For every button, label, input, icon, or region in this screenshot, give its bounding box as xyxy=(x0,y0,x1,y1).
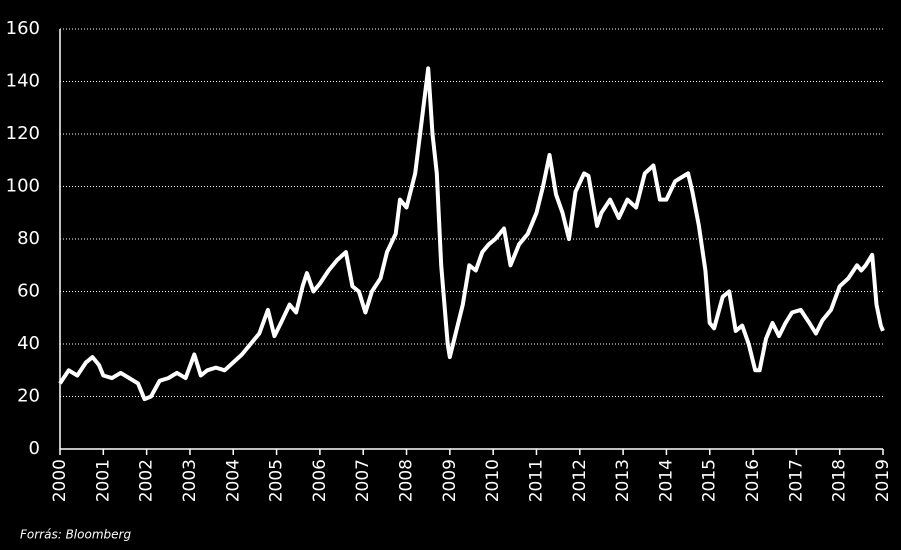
y-tick-label: 20 xyxy=(17,386,40,407)
x-tick-label: 2007 xyxy=(353,459,373,502)
y-tick-label: 80 xyxy=(17,228,40,249)
x-tick-label: 2005 xyxy=(267,459,287,502)
x-tick-label: 2013 xyxy=(613,459,633,502)
x-tick-label: 2004 xyxy=(223,459,243,502)
x-tick-label: 2018 xyxy=(830,459,850,502)
y-tick-label: 40 xyxy=(17,333,40,354)
source-note: Forrás: Bloomberg xyxy=(20,528,131,542)
x-tick-label: 2008 xyxy=(397,459,417,502)
x-tick-label: 2016 xyxy=(743,459,763,502)
x-tick-label: 2010 xyxy=(483,459,503,502)
y-tick-label: 0 xyxy=(29,438,40,459)
x-tick-label: 2014 xyxy=(656,459,676,502)
y-tick-label: 160 xyxy=(6,18,40,39)
price-line xyxy=(58,66,885,402)
x-tick-label: 2001 xyxy=(93,459,113,502)
x-tick-label: 2003 xyxy=(180,459,200,502)
y-tick-label: 100 xyxy=(6,176,40,197)
x-tick-label: 2017 xyxy=(786,459,806,502)
y-tick-label: 140 xyxy=(6,71,40,92)
y-tick-label: 120 xyxy=(6,123,40,144)
x-tick-label: 2002 xyxy=(137,459,157,502)
x-tick-label: 2012 xyxy=(570,459,590,502)
x-tick-label: 2011 xyxy=(526,459,546,502)
x-tick-label: 2019 xyxy=(873,459,893,502)
x-tick-label: 2006 xyxy=(310,459,330,502)
x-tick-label: 2015 xyxy=(700,459,720,502)
y-tick-label: 60 xyxy=(17,281,40,302)
x-tick-label: 2009 xyxy=(440,459,460,502)
x-tick-label: 2000 xyxy=(50,459,70,502)
